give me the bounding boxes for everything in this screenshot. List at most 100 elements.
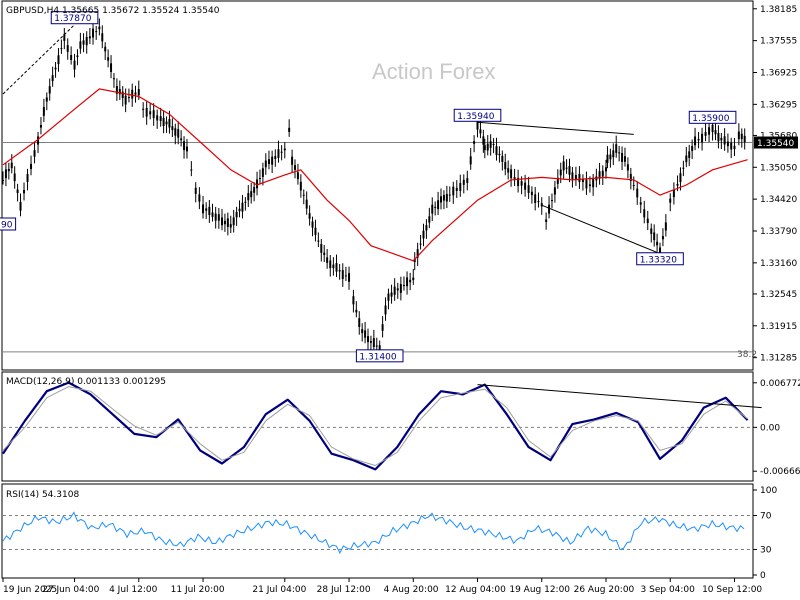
candle-body	[294, 165, 297, 170]
candle-body	[127, 97, 130, 99]
candle-body	[588, 184, 591, 187]
time-axis-label: 4 Aug 20:00	[384, 585, 439, 595]
candle-body	[459, 183, 462, 191]
candle-body	[162, 117, 165, 126]
candle-body	[253, 187, 256, 193]
candle-body	[115, 86, 118, 94]
candle-body	[37, 136, 40, 145]
candle-body	[183, 141, 186, 151]
candle-body	[730, 142, 733, 150]
rsi-panel[interactable]	[1, 483, 754, 579]
candle-body	[367, 336, 370, 343]
candle-body	[185, 146, 188, 152]
price-axis-label: 1.38185	[760, 5, 797, 15]
candle-body	[314, 227, 317, 235]
candle-body	[726, 141, 729, 147]
candle-body	[550, 200, 553, 202]
candle-body	[413, 258, 416, 263]
candle-body	[431, 204, 434, 214]
candle-body	[469, 156, 472, 165]
candle-body	[733, 145, 736, 150]
candle-body	[384, 305, 387, 315]
candle-body	[559, 169, 562, 176]
candle-body	[571, 172, 574, 180]
candle-body	[402, 285, 405, 287]
candle-body	[214, 213, 217, 221]
candle-body	[636, 188, 639, 198]
candle-body	[452, 186, 455, 196]
price-annotation-box	[355, 349, 404, 363]
candle-body	[592, 178, 595, 188]
candle-body	[422, 230, 425, 239]
candle-body	[229, 224, 232, 228]
price-axis-label: 1.32545	[760, 290, 797, 300]
candle-body	[244, 201, 247, 203]
candle-body	[434, 206, 437, 208]
candle-body	[180, 138, 183, 141]
candle-body	[335, 263, 338, 272]
macd-line	[2, 381, 749, 471]
candle-body	[241, 202, 244, 212]
candle-body	[205, 208, 208, 211]
candle-body	[198, 194, 201, 202]
candle-body	[355, 309, 358, 313]
price-annotation-high-sep: 1.35900	[692, 114, 729, 124]
candle-body	[606, 154, 609, 163]
candle-body	[45, 97, 48, 102]
candle-body	[211, 212, 214, 217]
rsi-axis-label: 70	[760, 512, 772, 522]
candle-body	[88, 36, 91, 39]
time-axis-label: 3 Sep 04:00	[641, 585, 696, 595]
candle-body	[344, 275, 347, 277]
candle-body	[661, 236, 664, 240]
candle-body	[399, 284, 402, 293]
candle-body	[387, 293, 390, 301]
candle-body	[723, 136, 726, 145]
rsi-axis-label: 100	[760, 486, 777, 496]
price-annotation-left-cut: 90	[1, 220, 13, 230]
candle-body	[553, 187, 556, 195]
candle-body	[57, 55, 60, 65]
candle-body	[545, 219, 548, 222]
time-axis-label: 21 Jul 04:00	[252, 585, 306, 595]
candle-body	[326, 257, 329, 263]
candle-body	[177, 129, 180, 138]
price-panel[interactable]	[1, 0, 754, 371]
candle-body	[16, 189, 19, 194]
candle-body	[98, 26, 101, 30]
candle-body	[520, 181, 523, 186]
candle-body	[95, 31, 98, 33]
candle-body	[26, 174, 29, 182]
candle-body	[504, 162, 507, 170]
candle-body	[653, 232, 656, 241]
price-trendline[interactable]	[477, 121, 634, 135]
rsi-title: RSI(14) 54.3108	[6, 490, 79, 500]
candle-body	[302, 194, 305, 196]
candle-body	[332, 264, 335, 269]
candle-body	[381, 324, 384, 331]
candle-body	[682, 167, 685, 169]
candle-body	[618, 152, 621, 154]
candle-body	[352, 296, 355, 305]
price-trendline[interactable]	[2, 24, 75, 95]
time-axis-label: 19 Aug 12:00	[509, 585, 570, 595]
symbol-info: GBPUSD,H4 1.35665 1.35672 1.35524 1.3554…	[6, 6, 220, 16]
candle-body	[697, 138, 700, 141]
candle-body	[615, 144, 618, 153]
fib-label: 38.2	[737, 350, 757, 360]
candle-body	[137, 89, 140, 96]
candle-body	[372, 338, 375, 348]
candle-body	[537, 200, 540, 203]
price-trendline[interactable]	[541, 204, 678, 262]
candle-body	[507, 168, 510, 173]
candle-body	[317, 240, 320, 242]
macd-trendline[interactable]	[477, 384, 762, 409]
candle-body	[425, 225, 428, 231]
candle-body	[101, 33, 104, 42]
candle-body	[609, 154, 612, 160]
candle-body	[118, 88, 121, 95]
macd-title: MACD(12,26,9) 0.001133 0.001295	[6, 377, 166, 387]
candle-body	[110, 63, 113, 72]
candle-body	[134, 92, 137, 95]
candle-body	[299, 181, 302, 191]
